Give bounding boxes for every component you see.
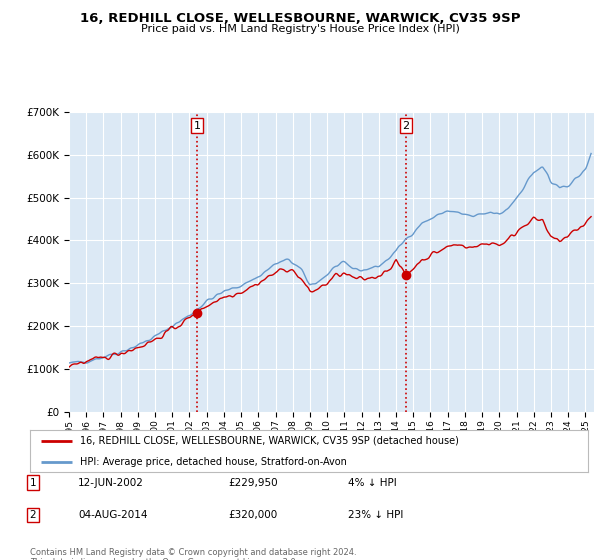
Text: Contains HM Land Registry data © Crown copyright and database right 2024.
This d: Contains HM Land Registry data © Crown c… bbox=[30, 548, 356, 560]
Text: 16, REDHILL CLOSE, WELLESBOURNE, WARWICK, CV35 9SP (detached house): 16, REDHILL CLOSE, WELLESBOURNE, WARWICK… bbox=[80, 436, 459, 446]
Text: £320,000: £320,000 bbox=[228, 510, 277, 520]
Text: 1: 1 bbox=[29, 478, 37, 488]
Text: 2: 2 bbox=[403, 120, 410, 130]
Text: 2: 2 bbox=[29, 510, 37, 520]
Text: Price paid vs. HM Land Registry's House Price Index (HPI): Price paid vs. HM Land Registry's House … bbox=[140, 24, 460, 34]
Text: 16, REDHILL CLOSE, WELLESBOURNE, WARWICK, CV35 9SP: 16, REDHILL CLOSE, WELLESBOURNE, WARWICK… bbox=[80, 12, 520, 25]
Text: HPI: Average price, detached house, Stratford-on-Avon: HPI: Average price, detached house, Stra… bbox=[80, 458, 347, 467]
Text: 4% ↓ HPI: 4% ↓ HPI bbox=[348, 478, 397, 488]
Text: £229,950: £229,950 bbox=[228, 478, 278, 488]
Text: 04-AUG-2014: 04-AUG-2014 bbox=[78, 510, 148, 520]
Text: 23% ↓ HPI: 23% ↓ HPI bbox=[348, 510, 403, 520]
Text: 12-JUN-2002: 12-JUN-2002 bbox=[78, 478, 144, 488]
Text: 1: 1 bbox=[194, 120, 200, 130]
